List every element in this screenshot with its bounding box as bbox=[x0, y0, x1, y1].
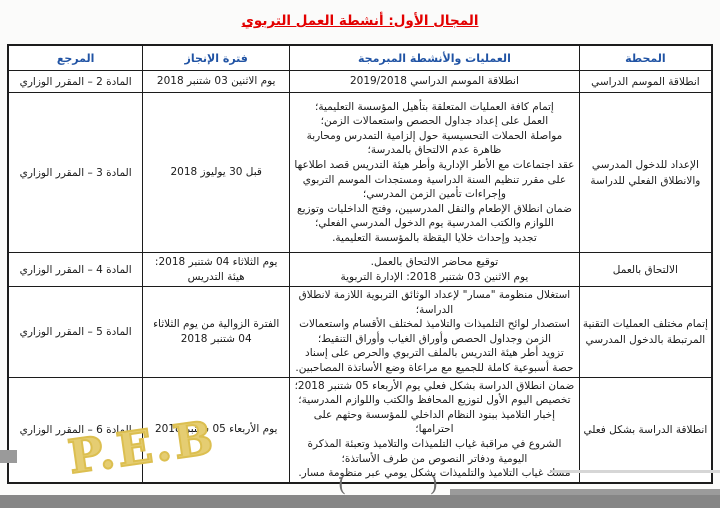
operation-line: إخبار التلاميذ ببنود النظام الداخلي للمؤ… bbox=[313, 408, 556, 436]
page-title: المجال الأول: أنشطة العمل التربوي bbox=[241, 13, 479, 29]
period-line: يوم الثلاثاء 04 شتنبر 2018: bbox=[154, 255, 278, 268]
right-paren-mark: ) bbox=[429, 472, 438, 496]
scan-streak-artifact bbox=[552, 470, 720, 473]
period-line: يوم الاثنين 03 شتنبر 2018 bbox=[156, 75, 276, 87]
period-line: قبل 30 يوليوز 2018 bbox=[170, 166, 262, 178]
operations-cell: ضمان انطلاق الدراسة بشكل فعلي يوم الأربع… bbox=[289, 376, 580, 484]
operation-line: ضمان انطلاق الإطعام والنقل المدرسيين، وف… bbox=[297, 202, 572, 230]
operation-line: تخصيص اليوم الأول لتوزيع المحافظ والكتب … bbox=[298, 394, 571, 407]
reference-cell: المادة 4 – المقرر الوزاري bbox=[7, 252, 144, 287]
operation-line: انطلاقة الموسم الدراسي 2019/2018 bbox=[349, 75, 519, 88]
period-line: يوم الأربعاء 05 شتنبر 2018 bbox=[154, 423, 278, 436]
station-cell: انطلاقة الموسم الدراسي bbox=[578, 70, 713, 93]
header-station: المحطة bbox=[578, 44, 713, 71]
period-cell: يوم الثلاثاء 04 شتنبر 2018: هيئة التدريس bbox=[142, 252, 291, 287]
operation-line: توقيع محاضر الالتحاق بالعمل. bbox=[370, 255, 499, 268]
table-header-row: المحطة العمليات والأنشطة المبرمجة فترة ا… bbox=[7, 44, 713, 71]
scan-edge-artifact bbox=[0, 450, 17, 463]
period-line: 04 شتنبر 2018 bbox=[180, 332, 252, 345]
station-cell: الإعداد للدخول المدرسي والانطلاق الفعلي … bbox=[578, 92, 713, 253]
handwritten-paren-marks: ( ) bbox=[338, 472, 438, 496]
reference-cell: المادة 3 – المقرر الوزاري bbox=[7, 92, 144, 253]
period-line: هيئة التدريس bbox=[187, 270, 245, 283]
header-reference: المرجع bbox=[7, 44, 144, 71]
activities-table: المحطة العمليات والأنشطة المبرمجة فترة ا… bbox=[7, 44, 713, 484]
operations-cell: انطلاقة الموسم الدراسي 2019/2018 bbox=[289, 70, 580, 93]
operation-line: عقد اجتماعات مع الأطر الإدارية وأطر هيئة… bbox=[294, 158, 575, 201]
operations-cell: إتمام كافة العمليات المتعلقة بتأهيل المؤ… bbox=[289, 92, 580, 253]
station-cell: الالتحاق بالعمل bbox=[578, 252, 713, 287]
station-cell: إتمام مختلف العمليات التقنية المرتبطة با… bbox=[578, 286, 713, 378]
station-cell: انطلاقة الدراسة بشكل فعلي bbox=[578, 376, 713, 484]
operation-line: ضمان انطلاق الدراسة بشكل فعلي يوم الأربع… bbox=[294, 379, 575, 392]
header-period: فترة الإنجاز bbox=[142, 44, 291, 71]
left-paren-mark: ( bbox=[338, 472, 347, 496]
table-row: الإعداد للدخول المدرسي والانطلاق الفعلي … bbox=[7, 92, 713, 253]
header-operations: العمليات والأنشطة المبرمجة bbox=[289, 44, 580, 71]
period-cell: يوم الاثنين 03 شتنبر 2018 bbox=[142, 70, 291, 93]
table-row: إتمام مختلف العمليات التقنية المرتبطة با… bbox=[7, 286, 713, 378]
operations-cell: استغلال منظومة "مسار" لإعداد الوثائق الت… bbox=[289, 286, 580, 378]
reference-cell: المادة 2 – المقرر الوزاري bbox=[7, 70, 144, 93]
table-row: انطلاقة الموسم الدراسي انطلاقة الموسم ال… bbox=[7, 70, 713, 93]
period-cell: قبل 30 يوليوز 2018 bbox=[142, 92, 291, 253]
operation-line: تزويد أطر هيئة التدريس بالملف التربوي وا… bbox=[295, 347, 574, 374]
operation-line: العمل على إعداد جداول الحصص واستعمالات ا… bbox=[320, 115, 549, 128]
reference-cell: المادة 6 – المقرر الوزاري bbox=[7, 376, 144, 484]
operations-cell: توقيع محاضر الالتحاق بالعمل. يوم الاثنين … bbox=[289, 252, 580, 287]
period-line: الفترة الزوالية من يوم الثلاثاء bbox=[153, 317, 280, 330]
scan-bottom-bar bbox=[0, 495, 720, 508]
operation-line: مواصلة الحملات التحسيسية حول إلزامية الت… bbox=[306, 129, 563, 157]
operation-line: الشروع في مراقبة غياب التلميذات والتلامي… bbox=[307, 437, 562, 465]
period-cell: الفترة الزوالية من يوم الثلاثاء 04 شتنبر … bbox=[142, 286, 291, 378]
scan-bar-step bbox=[450, 489, 720, 495]
operation-line: إتمام كافة العمليات المتعلقة بتأهيل المؤ… bbox=[315, 100, 554, 113]
period-cell: يوم الأربعاء 05 شتنبر 2018 bbox=[142, 376, 291, 484]
operation-line: يوم الاثنين 03 شتنبر 2018: الإدارة الترب… bbox=[340, 270, 529, 283]
operation-line: استصدار لوائح التلميذات والتلاميذ لمختلف… bbox=[299, 318, 570, 345]
reference-cell: المادة 5 – المقرر الوزاري bbox=[7, 286, 144, 378]
operation-line: تجديد وإحداث خلايا اليقظة بالمؤسسة التعل… bbox=[332, 231, 537, 244]
table-row: الالتحاق بالعمل توقيع محاضر الالتحاق بال… bbox=[7, 252, 713, 287]
table-row: انطلاقة الدراسة بشكل فعلي ضمان انطلاق ال… bbox=[7, 376, 713, 484]
operation-line: استغلال منظومة "مسار" لإعداد الوثائق الت… bbox=[298, 289, 571, 316]
operation-line: مسك غياب التلاميذ والتلميذات بشكل يومي ع… bbox=[298, 467, 571, 480]
